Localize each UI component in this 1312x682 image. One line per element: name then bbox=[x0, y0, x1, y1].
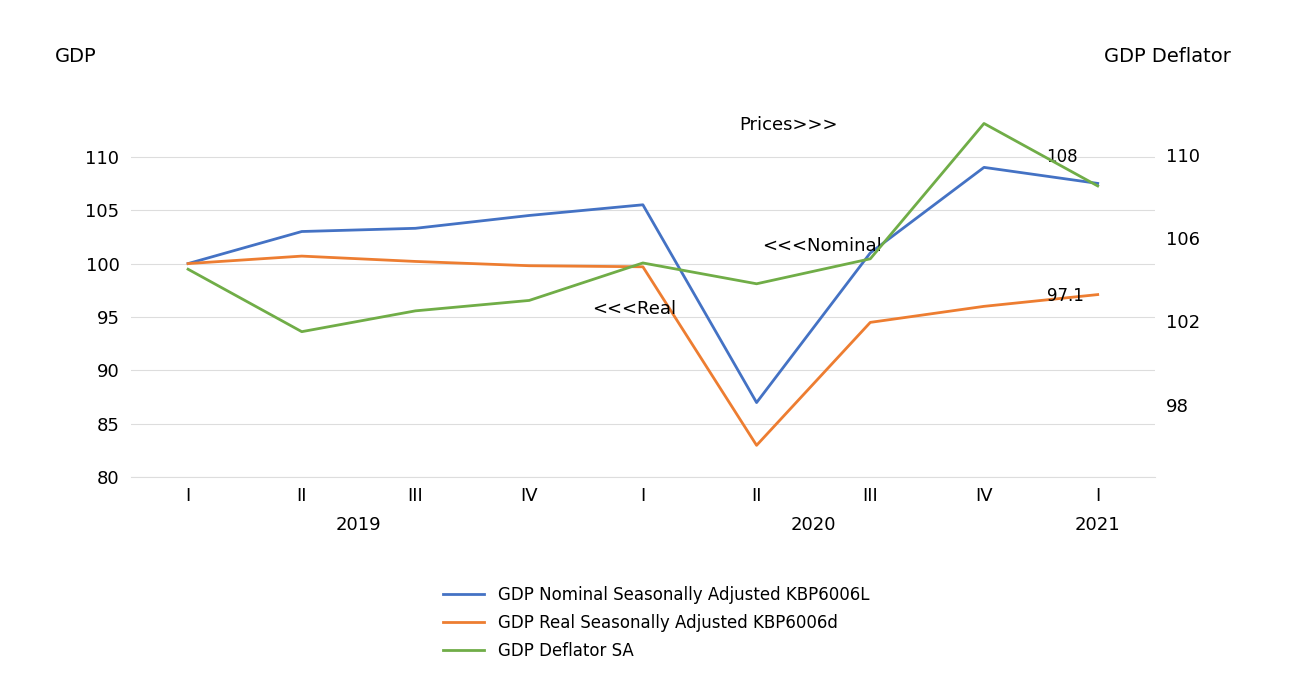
Text: 2021: 2021 bbox=[1075, 516, 1120, 534]
GDP Real Seasonally Adjusted KBP6006d bbox=[180, 259, 195, 267]
GDP Real Seasonally Adjusted KBP6006d bbox=[408, 257, 424, 265]
Text: GDP Deflator: GDP Deflator bbox=[1105, 47, 1231, 66]
GDP Real Seasonally Adjusted KBP6006d bbox=[976, 302, 992, 310]
GDP Nominal Seasonally Adjusted KBP6006L bbox=[1090, 179, 1106, 188]
Line: GDP Nominal Seasonally Adjusted KBP6006L: GDP Nominal Seasonally Adjusted KBP6006L bbox=[188, 167, 1098, 402]
Text: 2020: 2020 bbox=[791, 516, 836, 534]
GDP Nominal Seasonally Adjusted KBP6006L bbox=[749, 398, 765, 406]
Text: Prices>>>: Prices>>> bbox=[740, 116, 838, 134]
GDP Deflator SA bbox=[976, 119, 992, 128]
GDP Real Seasonally Adjusted KBP6006d bbox=[749, 441, 765, 449]
Text: 108: 108 bbox=[1047, 148, 1078, 166]
GDP Deflator SA bbox=[180, 265, 195, 273]
GDP Nominal Seasonally Adjusted KBP6006L bbox=[635, 201, 651, 209]
GDP Deflator SA bbox=[294, 327, 310, 336]
Text: <<<Real: <<<Real bbox=[592, 300, 676, 318]
GDP Deflator SA bbox=[521, 297, 537, 305]
GDP Real Seasonally Adjusted KBP6006d bbox=[1090, 291, 1106, 299]
GDP Real Seasonally Adjusted KBP6006d bbox=[635, 263, 651, 271]
Text: 2019: 2019 bbox=[336, 516, 382, 534]
Text: <<<Nominal: <<<Nominal bbox=[762, 237, 882, 255]
Text: GDP: GDP bbox=[55, 47, 96, 66]
Legend: GDP Nominal Seasonally Adjusted KBP6006L, GDP Real Seasonally Adjusted KBP6006d,: GDP Nominal Seasonally Adjusted KBP6006L… bbox=[436, 580, 876, 667]
GDP Deflator SA bbox=[862, 254, 878, 263]
GDP Nominal Seasonally Adjusted KBP6006L bbox=[408, 224, 424, 233]
GDP Deflator SA bbox=[749, 280, 765, 288]
GDP Nominal Seasonally Adjusted KBP6006L bbox=[976, 163, 992, 171]
GDP Deflator SA bbox=[408, 307, 424, 315]
GDP Real Seasonally Adjusted KBP6006d bbox=[862, 318, 878, 327]
Text: 97.1: 97.1 bbox=[1047, 287, 1084, 305]
Line: GDP Deflator SA: GDP Deflator SA bbox=[188, 123, 1098, 331]
GDP Nominal Seasonally Adjusted KBP6006L bbox=[521, 211, 537, 220]
GDP Real Seasonally Adjusted KBP6006d bbox=[294, 252, 310, 261]
GDP Real Seasonally Adjusted KBP6006d bbox=[521, 262, 537, 270]
GDP Nominal Seasonally Adjusted KBP6006L bbox=[294, 227, 310, 235]
GDP Deflator SA bbox=[635, 259, 651, 267]
GDP Nominal Seasonally Adjusted KBP6006L bbox=[180, 259, 195, 267]
GDP Nominal Seasonally Adjusted KBP6006L bbox=[862, 249, 878, 257]
Line: GDP Real Seasonally Adjusted KBP6006d: GDP Real Seasonally Adjusted KBP6006d bbox=[188, 256, 1098, 445]
GDP Deflator SA bbox=[1090, 182, 1106, 190]
